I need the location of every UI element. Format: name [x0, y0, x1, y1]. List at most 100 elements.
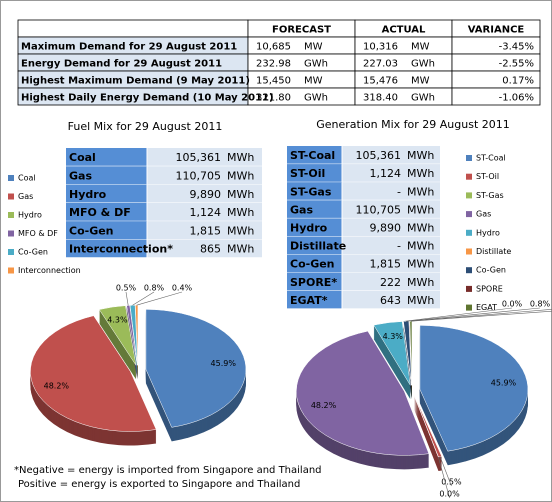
value-cell [147, 202, 262, 222]
variance-value: -2.55% [499, 59, 534, 70]
name-cell [66, 239, 147, 258]
actual-value: 10,316 [363, 42, 398, 53]
legend-swatch [466, 304, 472, 311]
leader-line [406, 307, 541, 322]
pie-slice [129, 304, 138, 366]
legend-label: Co-Gen [476, 266, 506, 275]
chart-title: Fuel Mix for 29 August 2011 [68, 120, 223, 133]
source-name: Co-Gen [69, 224, 114, 237]
value-cell [147, 166, 262, 185]
legend-swatch [466, 267, 472, 274]
footnote: *Negative = energy is imported from Sing… [14, 465, 322, 476]
data-label: 4.3% [383, 332, 404, 341]
source-name: MFO & DF [69, 206, 131, 219]
energy-unit: MWh [407, 221, 434, 234]
column-header: FORECAST [272, 25, 331, 36]
energy-value: 643 [380, 294, 401, 307]
pie-slice [145, 309, 247, 428]
variance-value: -1.06% [499, 93, 534, 104]
legend-swatch [8, 212, 14, 218]
energy-unit: MWh [227, 151, 254, 164]
pie-slice [296, 330, 430, 456]
energy-value: 1,815 [370, 258, 402, 271]
energy-unit: MWh [227, 169, 254, 182]
name-cell [287, 236, 342, 255]
legend-label: Gas [18, 192, 33, 201]
legend-label: EGAT [476, 303, 497, 312]
value-cell [342, 182, 440, 201]
forecast-unit: GWh [304, 59, 328, 70]
value-cell [342, 164, 440, 183]
source-name: Co-Gen [290, 258, 335, 271]
energy-value: 865 [200, 243, 221, 256]
column-header: ACTUAL [382, 25, 426, 36]
legend-label: ST-Oil [476, 172, 499, 181]
value-cell [342, 272, 440, 291]
forecast-value: 15,450 [256, 76, 291, 87]
leader-line [125, 291, 129, 306]
data-label: 0.4% [172, 284, 193, 293]
name-cell [66, 221, 147, 240]
source-name: ST-Oil [290, 167, 325, 180]
actual-value: 227.03 [363, 59, 398, 70]
pie-slice [98, 305, 137, 366]
legend-swatch [466, 173, 472, 180]
value-cell [342, 218, 440, 237]
energy-unit: MWh [407, 185, 434, 198]
data-label: 0.0% [502, 300, 523, 309]
energy-unit: MWh [407, 203, 434, 216]
value-cell [147, 239, 262, 258]
energy-unit: MWh [407, 149, 434, 162]
legend-label: MFO & DF [18, 229, 58, 238]
name-cell [66, 184, 147, 203]
energy-value: 1,124 [370, 167, 402, 180]
source-name: EGAT* [290, 294, 328, 307]
source-name: ST-Coal [290, 149, 335, 162]
energy-value: 110,705 [356, 203, 402, 216]
energy-unit: MWh [407, 240, 434, 253]
source-name: SPORE* [290, 276, 337, 289]
legend-swatch [466, 155, 472, 161]
row-label: Highest Daily Energy Demand (10 May 2011… [21, 93, 274, 104]
footnote: Positive = energy is exported to Singapo… [18, 479, 300, 490]
name-cell [66, 166, 147, 185]
value-cell [342, 254, 440, 273]
data-label: 45.9% [491, 378, 517, 387]
variance-value: -3.45% [499, 42, 534, 53]
legend-label: Interconnection [18, 266, 81, 275]
legend-swatch [466, 192, 472, 199]
data-label: 48.2% [44, 382, 70, 391]
forecast-value: 10,685 [256, 42, 291, 53]
data-label: 0.5% [116, 284, 137, 293]
energy-value: 1,124 [190, 206, 222, 219]
leader-line [136, 291, 183, 306]
source-name: Distillate [290, 240, 346, 253]
row-label: Maximum Demand for 29 August 2011 [21, 42, 237, 53]
energy-value: 1,815 [190, 224, 222, 237]
legend-swatch [466, 248, 472, 255]
energy-value: 105,361 [176, 151, 222, 164]
legend-swatch [466, 229, 472, 236]
table-cell [451, 87, 541, 106]
name-cell [287, 182, 342, 201]
column-header: VARIANCE [468, 25, 525, 36]
leader-line [410, 310, 552, 322]
name-cell [287, 200, 342, 219]
leader-line [132, 291, 155, 306]
name-cell [287, 164, 342, 183]
forecast-unit: MW [304, 76, 323, 87]
actual-unit: MW [411, 42, 430, 53]
data-label: 48.2% [311, 401, 337, 410]
legend-label: Gas [476, 210, 491, 219]
name-cell [66, 148, 147, 167]
name-cell [287, 146, 342, 165]
actual-value: 318.40 [363, 93, 398, 104]
legend-label: Hydro [476, 228, 500, 237]
value-cell [342, 146, 440, 165]
energy-unit: MWh [227, 206, 254, 219]
legend-label: Co-Gen [18, 248, 48, 257]
actual-unit: GWh [411, 59, 435, 70]
legend-swatch [8, 230, 14, 237]
